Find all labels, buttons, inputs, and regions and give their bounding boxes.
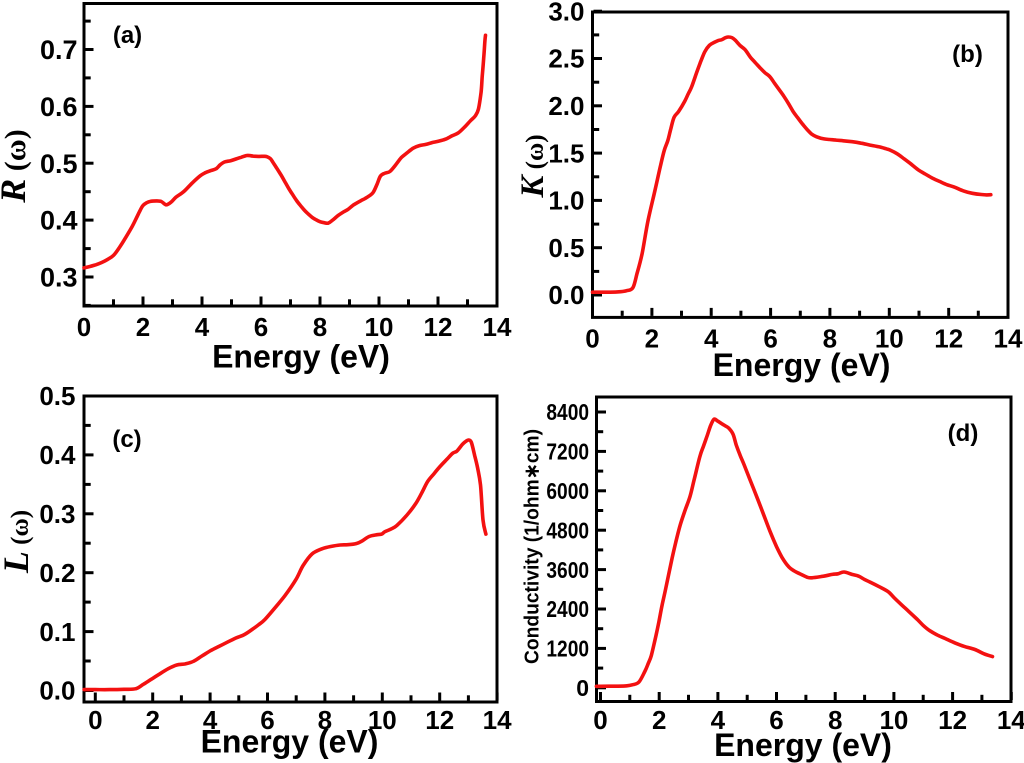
svg-text:L (ω): L (ω) (0, 510, 36, 574)
svg-text:0.0: 0.0 (39, 676, 75, 706)
svg-text:14: 14 (483, 312, 512, 342)
svg-text:1.5: 1.5 (548, 138, 584, 168)
svg-text:3.0: 3.0 (548, 0, 584, 26)
svg-text:6: 6 (763, 324, 777, 354)
svg-text:12: 12 (424, 312, 453, 342)
svg-text:2: 2 (652, 705, 666, 735)
svg-text:0.6: 0.6 (40, 92, 78, 122)
svg-text:(a): (a) (113, 22, 142, 49)
svg-text:0: 0 (88, 705, 102, 735)
svg-text:Energy (eV): Energy (eV) (212, 339, 390, 375)
svg-text:2: 2 (136, 312, 150, 342)
svg-text:14: 14 (997, 705, 1024, 735)
svg-text:1.0: 1.0 (548, 186, 584, 216)
svg-text:(c): (c) (112, 426, 141, 453)
svg-text:4: 4 (195, 312, 210, 342)
svg-text:0.7: 0.7 (40, 35, 78, 65)
svg-text:8: 8 (318, 705, 332, 735)
svg-text:Energy (eV): Energy (eV) (714, 727, 892, 763)
svg-text:0.1: 0.1 (39, 617, 75, 647)
svg-text:0.5: 0.5 (39, 381, 75, 411)
svg-text:12: 12 (425, 705, 454, 735)
svg-text:6: 6 (769, 705, 783, 735)
svg-text:2.0: 2.0 (548, 91, 584, 121)
svg-text:4: 4 (704, 324, 719, 354)
svg-text:8: 8 (823, 324, 837, 354)
svg-text:0.2: 0.2 (39, 558, 75, 588)
svg-text:2: 2 (145, 705, 159, 735)
svg-text:12: 12 (938, 705, 967, 735)
svg-text:10: 10 (368, 705, 397, 735)
svg-text:1200: 1200 (546, 636, 589, 662)
svg-text:(b): (b) (952, 41, 983, 68)
svg-text:4: 4 (203, 705, 218, 735)
svg-text:Conductivity (1/ohm∗cm): Conductivity (1/ohm∗cm) (522, 429, 544, 664)
svg-text:0.5: 0.5 (548, 233, 584, 263)
svg-text:0.0: 0.0 (548, 280, 584, 310)
svg-text:4800: 4800 (546, 517, 589, 543)
svg-text:6: 6 (254, 312, 268, 342)
svg-text:Energy (eV): Energy (eV) (201, 724, 379, 760)
svg-text:0.5: 0.5 (40, 149, 78, 179)
svg-text:8: 8 (828, 705, 842, 735)
svg-text:(d): (d) (948, 420, 979, 447)
svg-text:12: 12 (934, 324, 963, 354)
svg-text:14: 14 (994, 324, 1023, 354)
svg-text:14: 14 (483, 705, 512, 735)
svg-text:7200: 7200 (546, 439, 589, 465)
svg-text:6: 6 (260, 705, 274, 735)
svg-text:0.3: 0.3 (39, 499, 75, 529)
svg-text:R (ω): R (ω) (0, 129, 33, 203)
svg-text:6000: 6000 (546, 478, 589, 504)
svg-text:10: 10 (879, 705, 908, 735)
svg-text:0.3: 0.3 (40, 263, 78, 293)
svg-text:0.4: 0.4 (40, 206, 78, 236)
svg-text:K (ω): K (ω) (515, 134, 551, 198)
svg-text:8400: 8400 (546, 399, 589, 425)
svg-text:2.5: 2.5 (548, 44, 584, 74)
svg-text:0: 0 (77, 312, 91, 342)
svg-text:10: 10 (365, 312, 394, 342)
svg-text:10: 10 (875, 324, 904, 354)
svg-text:0: 0 (593, 705, 607, 735)
svg-text:0: 0 (576, 675, 589, 701)
svg-text:0.4: 0.4 (39, 440, 76, 470)
svg-text:2400: 2400 (546, 596, 589, 622)
svg-text:4: 4 (711, 705, 726, 735)
svg-text:3600: 3600 (546, 557, 589, 583)
svg-text:8: 8 (313, 312, 327, 342)
svg-text:Energy (eV): Energy (eV) (713, 347, 891, 383)
svg-text:2: 2 (645, 324, 659, 354)
svg-text:0: 0 (585, 324, 599, 354)
